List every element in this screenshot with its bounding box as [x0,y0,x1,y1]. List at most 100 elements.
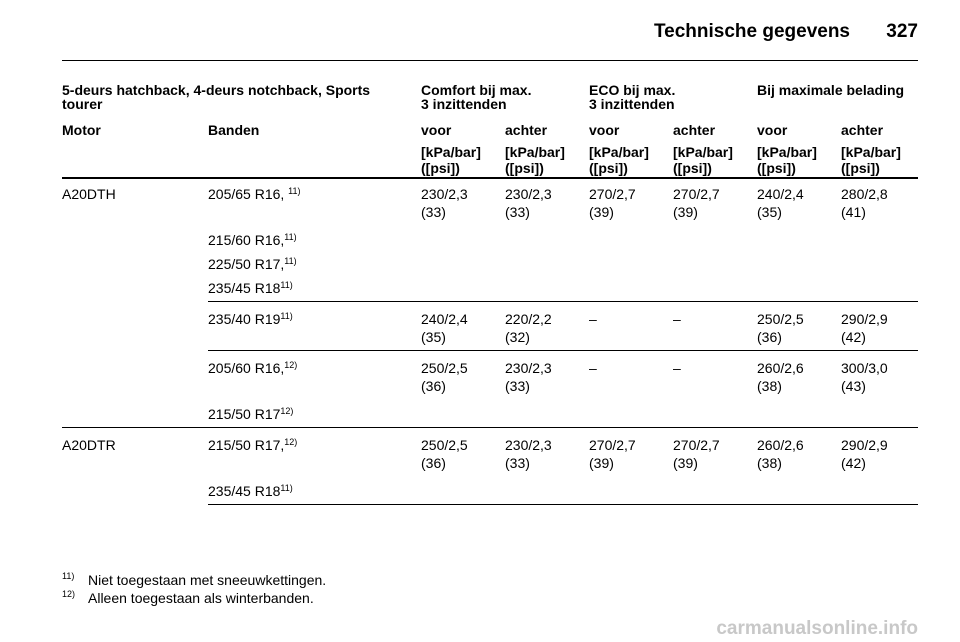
pressure-value: 240/2,4 [421,311,468,327]
pressure-value: 250/2,5 [421,437,468,453]
pressure-value: (38) [757,378,782,394]
column-header: Motor [62,122,101,138]
footnote-mark: 12) [62,589,76,599]
watermark: carmanualsonline.info [716,618,918,639]
tire-size: 235/45 R18 [208,280,281,296]
pressure-value: – [589,360,597,376]
unit-header: [kPa/bar] [841,144,901,160]
pressure-value: 260/2,6 [757,437,804,453]
pressure-value: – [673,311,681,327]
pressure-value: (33) [505,378,530,394]
unit-header: [kPa/bar] [673,144,733,160]
unit-header: [kPa/bar] [757,144,817,160]
column-header: achter [673,122,716,138]
pressure-value: 250/2,5 [421,360,468,376]
pressure-value: (33) [421,204,446,220]
column-header: achter [505,122,548,138]
column-header: voor [421,122,452,138]
pressure-value: 270/2,7 [589,437,636,453]
pressure-value: 230/2,3 [505,360,552,376]
page-title: Technische gegevens [653,21,850,42]
pressure-value: (42) [841,455,866,471]
footnote-mark: 11) [62,571,75,581]
footnote-ref: 12) [280,406,294,416]
footnote-ref: 11) [280,280,293,290]
pressure-value: – [589,311,597,327]
pressure-value: 270/2,7 [589,186,636,202]
unit-header: ([psi]) [841,160,880,176]
pressure-value: (43) [841,378,866,394]
row-rule [208,350,918,351]
pressure-value: 230/2,3 [421,186,468,202]
unit-header: [kPa/bar] [421,144,481,160]
table-header-rule [62,177,918,179]
tire-cell: 215/50 R1712) [208,406,293,422]
motor: A20DTR [62,437,116,453]
pressure-value: 290/2,9 [841,437,888,453]
unit-header: ([psi]) [589,160,628,176]
pressure-value: 220/2,2 [505,311,552,327]
pressure-value: 240/2,4 [757,186,804,202]
tire-size: 235/40 R19 [208,311,281,327]
pressure-value: (39) [589,455,614,471]
row-rule [208,504,918,505]
group-header: ECO bij max. [589,82,676,98]
column-header: achter [841,122,884,138]
tire-size: 215/50 R17 [208,406,281,422]
pressure-value: 230/2,3 [505,437,552,453]
pressure-value: (39) [673,204,698,220]
pressure-value: (39) [589,204,614,220]
footnote-ref: 12) [284,437,298,447]
unit-header: [kPa/bar] [589,144,649,160]
unit-header: ([psi]) [673,160,712,176]
pressure-value: 260/2,6 [757,360,804,376]
footnote-ref: 11) [288,186,301,196]
column-header: voor [589,122,620,138]
pressure-value: 300/3,0 [841,360,888,376]
group-header: Comfort bij max. [421,82,532,98]
tire-cell: 235/40 R1911) [208,311,293,327]
pressure-value: 290/2,9 [841,311,888,327]
motor: A20DTH [62,186,116,202]
pressure-value: 250/2,5 [757,311,804,327]
row-rule [62,427,918,428]
unit-header: ([psi]) [757,160,796,176]
pressure-value: 270/2,7 [673,186,720,202]
group-header: 3 inzittenden [589,96,675,112]
tire-cell: 205/65 R16, 11) [208,186,301,202]
tire-cell: 215/50 R17,12) [208,437,297,453]
tire-size: 205/60 R16, [208,360,285,376]
unit-header: ([psi]) [505,160,544,176]
row-rule [208,301,918,302]
tire-cell: 205/60 R16,12) [208,360,297,376]
page-number: 327 [886,21,918,42]
column-header: Banden [208,122,260,138]
footnote-ref: 11) [284,256,297,266]
pressure-value: (41) [841,204,866,220]
footnote-ref: 11) [284,232,297,242]
group-header: 3 inzittenden [421,96,507,112]
footnote-ref: 11) [280,311,293,321]
pressure-value: 230/2,3 [505,186,552,202]
tire-cell: 215/60 R16,11) [208,232,297,248]
footnote-text: Alleen toegestaan als winterbanden. [88,590,314,606]
pressure-value: (35) [757,204,782,220]
tire-size: 215/50 R17, [208,437,285,453]
group-header: 5-deurs hatchback, 4-deurs notchback, Sp… [62,82,371,98]
pressure-value: (36) [421,378,446,394]
unit-header: [kPa/bar] [505,144,565,160]
tire-size: 235/45 R18 [208,483,281,499]
pressure-value: (39) [673,455,698,471]
pressure-value: (33) [505,204,530,220]
tire-cell: 235/45 R1811) [208,483,293,499]
tire-cell: 235/45 R1811) [208,280,293,296]
group-header: tourer [62,96,103,112]
pressure-value: (33) [505,455,530,471]
footnote-ref: 12) [284,360,298,370]
group-header: Bij maximale belading [757,82,905,98]
pressure-value: – [673,360,681,376]
pressure-value: (36) [421,455,446,471]
pressure-value: (38) [757,455,782,471]
unit-header: ([psi]) [421,160,460,176]
header-rule [62,60,918,61]
